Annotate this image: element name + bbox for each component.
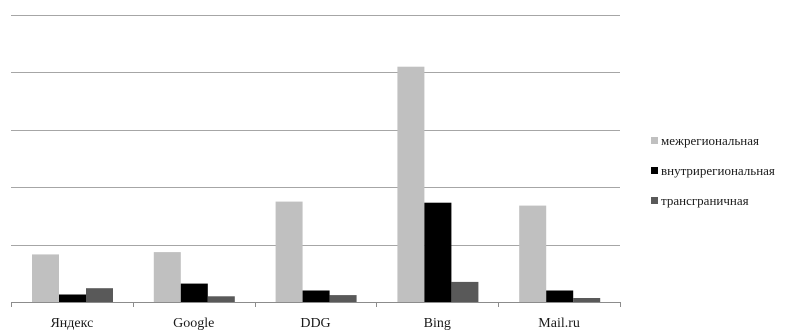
bar-5-series-1: [519, 205, 547, 302]
bar-2-series-2: [180, 283, 208, 302]
bar-3-series-2: [302, 290, 330, 302]
x-axis-tick-labels: Яндекс Google DDG Bing Mail.ru: [50, 316, 579, 330]
gridlines: [11, 15, 620, 246]
x-tick-label-2: Google: [173, 316, 214, 330]
bar-1-series-2: [59, 294, 86, 302]
x-tick-label-3: DDG: [300, 316, 330, 330]
bar-5-series-3: [573, 298, 601, 302]
bar-4-series-1: [397, 66, 425, 302]
bar-4-series-2: [424, 202, 452, 302]
x-tick-label-1: Яндекс: [50, 316, 93, 330]
bar-3-series-3: [329, 295, 357, 302]
x-tick-label-4: Bing: [424, 316, 451, 330]
bar-3-series-1: [275, 201, 303, 302]
legend-label-2: внутрирегиональная: [661, 163, 775, 178]
legend-swatch-3: [651, 197, 658, 204]
x-axis-ticks: [11, 302, 621, 307]
x-tick-label-5: Mail.ru: [538, 316, 580, 330]
legend-swatch-2: [651, 167, 658, 174]
bar-2-series-1: [153, 252, 181, 302]
bar-5-series-2: [546, 290, 574, 302]
bar-2-series-3: [207, 296, 235, 302]
legend: межрегиональная внутрирегиональная трансгр…: [651, 133, 775, 208]
bars: [32, 66, 601, 302]
legend-label-1: межрегиональная: [661, 133, 759, 148]
legend-label-3: трансграничная: [661, 193, 749, 208]
legend-swatch-1: [651, 137, 658, 144]
bar-1-series-1: [32, 254, 59, 302]
bar-4-series-3: [451, 281, 479, 302]
bar-1-series-3: [86, 288, 113, 302]
